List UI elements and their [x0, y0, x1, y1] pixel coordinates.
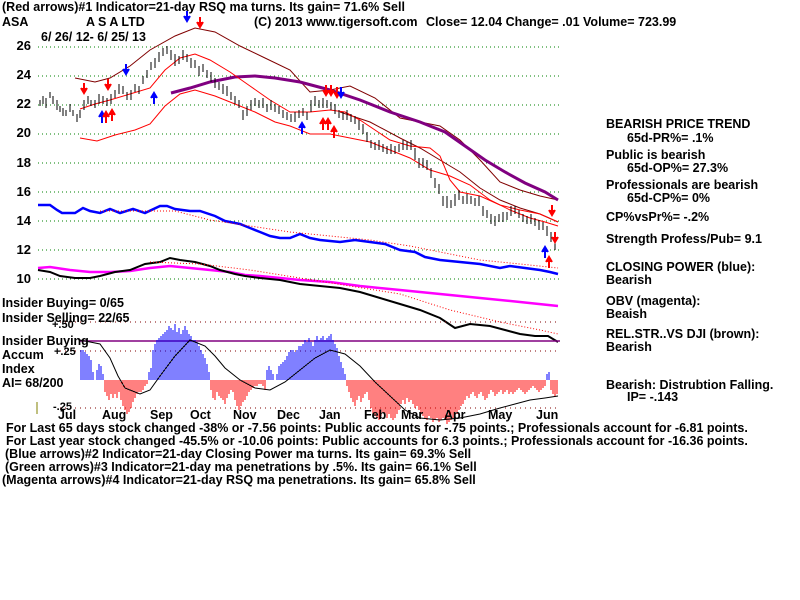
relstr-label: REL.STR..VS DJI (brown): — [606, 327, 760, 341]
price-trend-heading: BEARISH PRICE TREND — [606, 117, 751, 131]
accum-index-value: AI= 68/200 — [2, 376, 64, 390]
y-tick-14: 14 — [16, 213, 31, 228]
y-tick-20: 20 — [16, 125, 31, 140]
month-dec: Dec — [277, 408, 300, 422]
indicator-1-text: (Red arrows)#1 Indicator=21-day RSQ ma t… — [2, 0, 405, 14]
closing-power-status: Bearish — [606, 273, 652, 287]
public-status: Public is bearish — [606, 148, 706, 162]
month-feb: Feb — [364, 408, 387, 422]
month-aug: Aug — [102, 408, 127, 422]
red-arrow-down — [104, 79, 112, 91]
accum-label: Accum — [2, 348, 44, 362]
accum-tick-025: +.25 — [54, 346, 76, 358]
red-arrow-up — [108, 108, 116, 121]
relstr-ma — [149, 261, 559, 335]
price-bars — [39, 46, 556, 250]
ma-65-line — [170, 74, 559, 202]
red-arrow-up — [102, 110, 110, 123]
obv-label: OBV (magenta): — [606, 294, 701, 308]
outer-band-upper — [74, 27, 559, 201]
obv-status: Beaish — [606, 307, 647, 321]
blue-arrow-down — [337, 87, 345, 99]
red-arrow-up — [319, 117, 327, 130]
insider-buying-line-label: Insider Buying — [2, 334, 89, 348]
date-range: 6/ 26/ 12- 6/ 25/ 13 — [41, 30, 146, 44]
professionals-status: Professionals are bearish — [606, 178, 759, 192]
company-name: A S A LTD — [86, 15, 145, 29]
quote-summary: Close= 12.04 Change= .01 Volume= 723.99 — [426, 15, 677, 29]
cp-value: 65d-CP%= 0% — [627, 191, 711, 205]
relstr-status: Bearish — [606, 340, 652, 354]
accum-ma-line — [79, 339, 559, 421]
month-apr: Apr — [444, 408, 466, 422]
y-tick-12: 12 — [16, 242, 31, 257]
closing-power-label: CLOSING POWER (blue): — [606, 260, 756, 274]
indicator-3-text: (Green arrows)#3 Indicator=21-day ma pen… — [5, 460, 477, 474]
ticker-symbol: ASA — [2, 15, 29, 29]
closing-power-line — [38, 203, 559, 276]
red-arrow-down — [80, 83, 88, 95]
red-arrow-down — [327, 85, 335, 97]
pr-value: 65d-PR%= .1% — [627, 131, 714, 145]
insider-selling-count: Insider Selling= 22/65 — [2, 311, 130, 325]
red-arrow-up — [545, 255, 553, 268]
red-arrow-down — [548, 205, 556, 217]
blue-arrow-down — [122, 64, 130, 76]
ip-value: IP= -.143 — [627, 390, 679, 404]
op-value: 65d-OP%= 27.3% — [627, 161, 729, 175]
copyright: (C) 2013 www.tigersoft.com — [254, 15, 418, 29]
signal-arrows — [80, 11, 559, 268]
accum-negative — [104, 380, 558, 424]
cpvspr-value: CP%vsPr%= -.2% — [606, 210, 710, 224]
y-tick-26: 26 — [16, 38, 31, 53]
month-sep: Sep — [150, 408, 173, 422]
red-arrow-up — [324, 117, 332, 130]
indicator-4-text: (Magenta arrows)#4 Indicator=21-day RSQ … — [2, 473, 476, 487]
month-nov: Nov — [233, 408, 257, 422]
blue-arrow-up — [541, 245, 549, 258]
upper-band — [79, 53, 559, 223]
distribution-status: Bearish: Distrubtion Falling. — [606, 378, 774, 392]
y-tick-22: 22 — [16, 96, 31, 111]
closing-power-ma — [100, 210, 559, 269]
red-arrow-down — [196, 17, 204, 29]
month-may: May — [488, 408, 513, 422]
month-mar: Mar — [401, 408, 424, 422]
y-tick-24: 24 — [16, 67, 31, 82]
footer-year-summary: For Last year stock changed -45.5% or -1… — [6, 434, 748, 448]
relstr-line — [37, 256, 559, 343]
indicator-2-text: (Blue arrows)#2 Indicator=21-day Closing… — [5, 447, 472, 461]
blue-arrow-up — [298, 121, 306, 134]
month-jul: Jul — [58, 408, 77, 422]
accum-positive — [80, 324, 550, 380]
red-arrow-down — [551, 232, 559, 244]
blue-arrow-up — [150, 91, 158, 104]
accum-tick-050: +.50 — [52, 319, 74, 331]
insider-buying-count: Insider Buying= 0/65 — [2, 296, 124, 310]
blue-arrow-down — [183, 11, 191, 23]
month-jun: Jun — [536, 408, 559, 422]
footer-65day-summary: For Last 65 days stock changed -38% or -… — [6, 421, 748, 435]
outer-band-lower — [339, 111, 559, 223]
month-oct: Oct — [190, 408, 211, 422]
y-tick-16: 16 — [16, 184, 31, 199]
y-tick-10: 10 — [16, 271, 31, 286]
index-label: Index — [2, 362, 35, 376]
month-jan: Jan — [319, 408, 341, 422]
lower-band — [79, 89, 559, 227]
y-tick-18: 18 — [16, 155, 31, 170]
accum-gridlines — [60, 321, 560, 409]
red-arrow-up — [330, 125, 338, 138]
strength-value: Strength Profess/Pub= 9.1 — [606, 232, 762, 246]
accum-tick-neg025: -.25 — [53, 401, 72, 413]
